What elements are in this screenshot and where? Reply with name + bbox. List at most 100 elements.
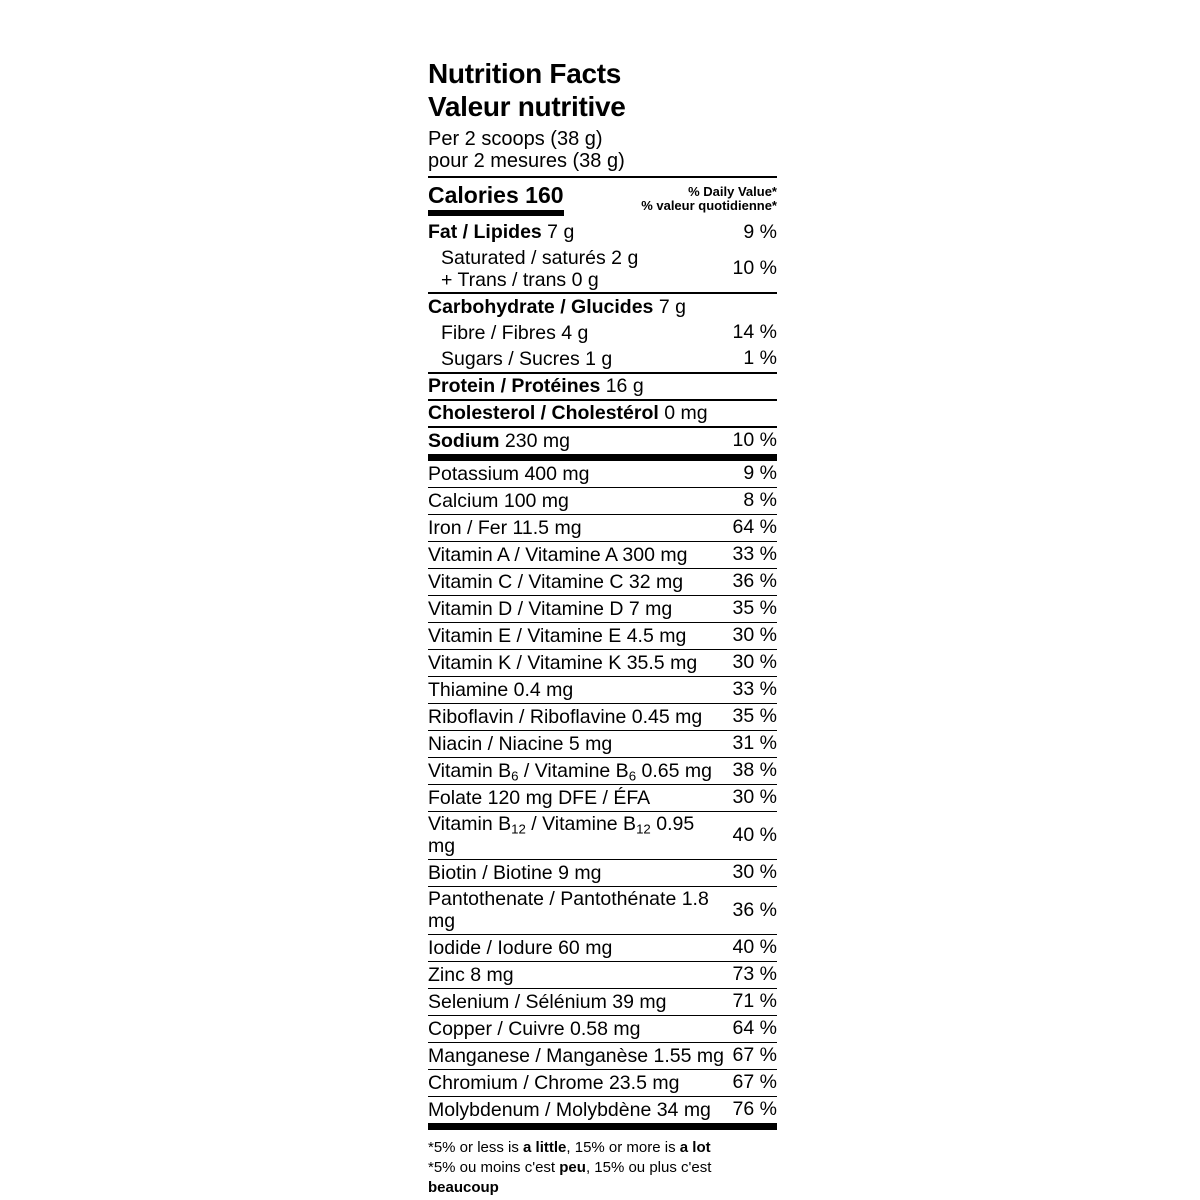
nutrient-row-vitamin-b6: Vitamin B6 / Vitamine B6 0.65 mg 38 % — [428, 758, 777, 785]
nutrient-name: Iron / Fer 11.5 mg — [428, 516, 582, 539]
nutrient-name: Protein / Protéines 16 g — [428, 375, 644, 397]
nutrient-row-iodide: Iodide / Iodure 60 mg 40 % — [428, 935, 777, 962]
nutrient-name: Vitamin C / Vitamine C 32 mg — [428, 570, 684, 593]
nutrient-percent: 9 % — [743, 462, 777, 484]
nutrient-percent: 73 % — [732, 963, 777, 985]
nutrient-row-thiamine: Thiamine 0.4 mg 33 % — [428, 677, 777, 704]
nutrient-percent: 31 % — [732, 732, 777, 754]
serving-size-en: Per 2 scoops (38 g) — [428, 128, 603, 150]
nutrient-percent: 14 % — [732, 321, 777, 343]
nutrient-name: Zinc 8 mg — [428, 963, 514, 986]
nutrient-row-potassium: Potassium 400 mg 9 % — [428, 461, 777, 488]
nutrient-row-saturated-trans: Saturated / saturés 2 g + Trans / trans 0… — [428, 245, 777, 294]
nutrition-facts-label: Nutrition Facts Valeur nutritive Per 2 s… — [428, 57, 777, 1198]
nutrient-name: Niacin / Niacine 5 mg — [428, 732, 613, 755]
nutrient-name: Molybdenum / Molybdène 34 mg — [428, 1098, 711, 1121]
nutrient-percent: 76 % — [732, 1098, 777, 1120]
nutrient-row-zinc: Zinc 8 mg 73 % — [428, 962, 777, 989]
nutrient-row-molybdenum: Molybdenum / Molybdène 34 mg 76 % — [428, 1097, 777, 1130]
nutrient-name: Vitamin B6 / Vitamine B6 0.65 mg — [428, 759, 712, 783]
nutrient-percent: 30 % — [732, 651, 777, 673]
nutrient-percent: 33 % — [732, 678, 777, 700]
nutrient-row-vitamin-d: Vitamin D / Vitamine D 7 mg 35 % — [428, 596, 777, 623]
nutrient-row-carbohydrate: Carbohydrate / Glucides 7 g — [428, 294, 777, 320]
footnotes: *5% or less is a little, 15% or more is … — [428, 1138, 777, 1198]
nutrient-name: Vitamin B12 / Vitamine B12 0.95 mg — [428, 813, 695, 857]
nutrient-row-sodium: Sodium 230 mg 10 % — [428, 428, 777, 461]
nutrient-name: Vitamin A / Vitamine A 300 mg — [428, 543, 688, 566]
nutrient-row-vitamin-c: Vitamin C / Vitamine C 32 mg 36 % — [428, 569, 777, 596]
nutrient-name: Fat / Lipides 7 g — [428, 221, 575, 243]
nutrient-row-chromium: Chromium / Chrome 23.5 mg 67 % — [428, 1070, 777, 1097]
footnote-en: *5% or less is a little, 15% or more is … — [428, 1138, 711, 1156]
nutrient-row-riboflavin: Riboflavin / Riboflavine 0.45 mg 35 % — [428, 704, 777, 731]
nutrient-name: Vitamin K / Vitamine K 35.5 mg — [428, 651, 698, 674]
nutrient-percent: 40 % — [732, 936, 777, 958]
nutrient-row-fat: Fat / Lipides 7 g 9 % — [428, 219, 777, 245]
nutrient-row-copper: Copper / Cuivre 0.58 mg 64 % — [428, 1016, 777, 1043]
nutrient-percent: 64 % — [732, 516, 777, 538]
nutrient-percent: 67 % — [732, 1071, 777, 1093]
nutrient-percent: 30 % — [732, 861, 777, 883]
nutrient-percent: 35 % — [732, 597, 777, 619]
nutrient-row-vitamin-e: Vitamin E / Vitamine E 4.5 mg 30 % — [428, 623, 777, 650]
nutrient-name: Potassium 400 mg — [428, 462, 590, 485]
label-title-fr: Valeur nutritive — [428, 91, 626, 122]
nutrient-percent: 64 % — [732, 1017, 777, 1039]
nutrient-name: Vitamin E / Vitamine E 4.5 mg — [428, 624, 687, 647]
nutrient-percent: 40 % — [732, 823, 777, 846]
nutrient-rows: Fat / Lipides 7 g 9 % Saturated / saturés … — [428, 219, 777, 1130]
calories-row: Calories 160 % Daily Value* % valeur quo… — [428, 178, 777, 218]
header-rule — [428, 176, 777, 178]
nutrient-row-vitamin-k: Vitamin K / Vitamine K 35.5 mg 30 % — [428, 650, 777, 677]
footnote-fr: *5% ou moins c'est peu, 15% ou plus c'es… — [428, 1158, 712, 1196]
nutrient-name: Pantothenate / Pantothénate 1.8 mg — [428, 888, 709, 932]
nutrient-percent: 10 % — [732, 257, 777, 279]
nutrient-name: Cholesterol / Cholestérol 0 mg — [428, 402, 708, 424]
daily-value-header-fr: % valeur quotidienne* — [641, 198, 777, 213]
nutrient-percent: 36 % — [732, 898, 777, 921]
nutrient-row-fibre: Fibre / Fibres 4 g 14 % — [428, 320, 777, 346]
nutrient-percent: 33 % — [732, 543, 777, 565]
nutrient-name: Riboflavin / Riboflavine 0.45 mg — [428, 705, 703, 728]
calories: Calories 160 — [428, 183, 564, 216]
nutrient-row-vitamin-b12: Vitamin B12 / Vitamine B12 0.95 mg 40 % — [428, 812, 777, 860]
daily-value-header: % Daily Value* % valeur quotidienne* — [641, 183, 777, 213]
calories-underline-bar — [428, 210, 564, 216]
daily-value-header-en: % Daily Value* — [688, 184, 777, 199]
nutrient-name: Chromium / Chrome 23.5 mg — [428, 1071, 680, 1094]
nutrient-name: Vitamin D / Vitamine D 7 mg — [428, 597, 673, 620]
nutrient-percent: 30 % — [732, 624, 777, 646]
nutrient-name: Thiamine 0.4 mg — [428, 678, 574, 701]
nutrient-row-folate: Folate 120 mg DFE / ÉFA 30 % — [428, 785, 777, 812]
nutrient-percent: 35 % — [732, 705, 777, 727]
nutrient-percent: 67 % — [732, 1044, 777, 1066]
nutrient-percent: 1 % — [743, 347, 777, 369]
nutrient-percent: 10 % — [732, 429, 777, 451]
nutrient-row-pantothenate: Pantothenate / Pantothénate 1.8 mg 36 % — [428, 887, 777, 935]
nutrient-row-calcium: Calcium 100 mg 8 % — [428, 488, 777, 515]
nutrient-name: Saturated / saturés 2 g + Trans / trans 0… — [441, 246, 639, 291]
calories-label: Calories — [428, 182, 519, 208]
serving-size-fr: pour 2 mesures (38 g) — [428, 150, 625, 172]
nutrient-name: Biotin / Biotine 9 mg — [428, 861, 602, 884]
nutrient-percent: 8 % — [743, 489, 777, 511]
nutrient-name: Calcium 100 mg — [428, 489, 569, 512]
nutrient-percent: 30 % — [732, 786, 777, 808]
nutrient-name: Fibre / Fibres 4 g — [441, 321, 589, 344]
nutrient-name: Iodide / Iodure 60 mg — [428, 936, 613, 959]
nutrient-row-selenium: Selenium / Sélénium 39 mg 71 % — [428, 989, 777, 1016]
nutrient-name: Folate 120 mg DFE / ÉFA — [428, 786, 651, 809]
nutrient-row-protein: Protein / Protéines 16 g — [428, 374, 777, 401]
nutrient-row-niacin: Niacin / Niacine 5 mg 31 % — [428, 731, 777, 758]
nutrient-name: Carbohydrate / Glucides 7 g — [428, 295, 686, 318]
nutrient-name: Sodium 230 mg — [428, 429, 570, 452]
nutrient-name: Manganese / Manganèse 1.55 mg — [428, 1044, 724, 1067]
nutrient-row-biotin: Biotin / Biotine 9 mg 30 % — [428, 860, 777, 887]
nutrient-percent: 71 % — [732, 990, 777, 1012]
nutrient-row-sugars: Sugars / Sucres 1 g 1 % — [428, 346, 777, 374]
nutrient-row-vitamin-a: Vitamin A / Vitamine A 300 mg 33 % — [428, 542, 777, 569]
calories-value: 160 — [525, 182, 564, 208]
nutrient-row-manganese: Manganese / Manganèse 1.55 mg 67 % — [428, 1043, 777, 1070]
nutrient-row-cholesterol: Cholesterol / Cholestérol 0 mg — [428, 401, 777, 428]
